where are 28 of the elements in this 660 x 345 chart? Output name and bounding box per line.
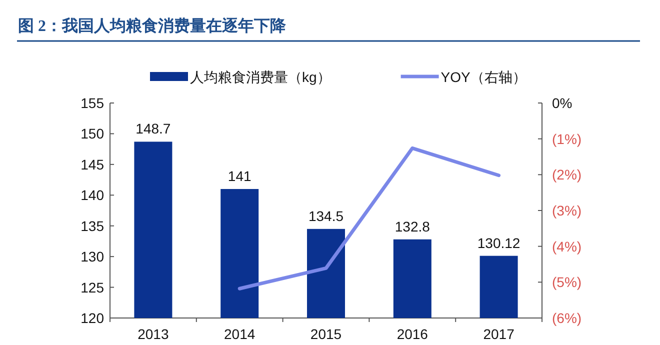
chart-title: 图 2：我国人均粮食消费量在逐年下降 — [18, 17, 287, 35]
y-tick-label: 140 — [80, 187, 104, 204]
y-tick-label: 155 — [80, 95, 104, 111]
data-label: 132.8 — [394, 218, 430, 234]
y-tick-label: 150 — [80, 126, 104, 142]
y-tick-label: 135 — [80, 218, 104, 234]
x-tick-label: 2017 — [483, 326, 515, 342]
data-label: 134.5 — [308, 208, 344, 224]
y-tick-label: 120 — [80, 310, 104, 326]
data-label: 141 — [228, 168, 252, 184]
y2-tick-label: (2%) — [552, 166, 582, 183]
y-tick-label: 125 — [80, 279, 104, 296]
y-tick-label: 145 — [80, 156, 104, 172]
y2-tick-label: (3%) — [552, 202, 582, 218]
x-tick-label: 2014 — [224, 326, 256, 342]
data-label: 148.7 — [136, 120, 171, 137]
legend-label: 人均粮食消费量（kg） — [190, 69, 331, 85]
y2-tick-label: (1%) — [552, 130, 582, 147]
y2-tick-label: (5%) — [552, 274, 582, 290]
x-tick-label: 2015 — [310, 326, 342, 342]
y2-tick-label: (6%) — [552, 310, 582, 326]
y-tick-label: 130 — [80, 248, 104, 265]
y2-tick-label: (4%) — [552, 238, 582, 254]
data-label: 130.12 — [477, 234, 520, 251]
legend-label: YOY（右轴） — [440, 69, 526, 85]
x-tick-label: 2013 — [138, 326, 169, 342]
x-tick-label: 2016 — [396, 326, 428, 342]
y2-tick-label: 0% — [552, 95, 572, 111]
